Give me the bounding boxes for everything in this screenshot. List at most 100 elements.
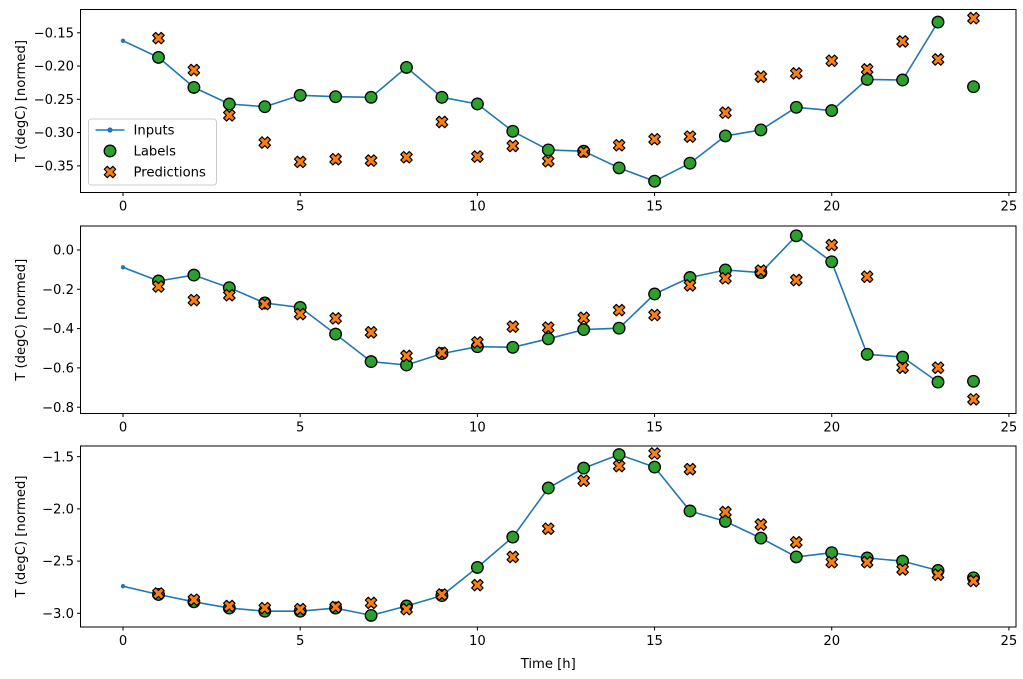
prediction-point-marker	[258, 136, 272, 149]
prediction-point-marker	[541, 154, 555, 168]
y-tick-label: −2.0	[42, 502, 74, 517]
label-point-marker	[896, 350, 910, 364]
x-axis-label: Time [h]	[520, 657, 576, 672]
prediction-point-marker	[471, 578, 484, 592]
x-tick-label: 15	[646, 634, 663, 649]
prediction-point-marker	[967, 574, 980, 588]
y-tick-label: −0.20	[34, 60, 74, 75]
prediction-point-marker	[506, 139, 520, 153]
label-point-marker	[612, 321, 626, 335]
label-point-marker	[754, 123, 768, 137]
y-tick-label: 0.0	[53, 244, 74, 259]
label-point-marker	[329, 90, 343, 104]
prediction-point-marker	[754, 518, 768, 531]
x-tick-label: 5	[296, 200, 304, 215]
inputs-line	[122, 235, 939, 383]
axes-frame	[80, 445, 1017, 628]
axes-frame	[80, 225, 1017, 414]
prediction-point-marker	[152, 587, 165, 600]
prediction-point-marker	[612, 138, 626, 152]
prediction-point-marker	[719, 106, 732, 119]
x-tick-label: 10	[469, 421, 486, 436]
label-point-marker	[612, 448, 626, 462]
prediction-point-marker	[719, 505, 732, 519]
series-labels	[152, 15, 980, 188]
x-tick-label: 15	[646, 200, 663, 215]
inputs-line	[122, 453, 939, 617]
prediction-point-marker	[223, 599, 236, 613]
label-point-marker	[860, 72, 874, 86]
label-point-marker	[931, 15, 945, 29]
label-point-marker	[541, 143, 555, 157]
y-tick-label: −0.2	[42, 283, 74, 298]
prediction-point-marker	[258, 601, 272, 615]
prediction-point-marker	[364, 326, 378, 339]
prediction-point-marker	[258, 297, 272, 311]
label-point-marker	[364, 355, 378, 369]
prediction-point-marker	[471, 150, 484, 163]
label-point-marker	[541, 481, 555, 495]
label-point-marker	[506, 124, 520, 138]
legend-dot-sample	[107, 127, 113, 133]
y-tick-label: −1.5	[42, 450, 74, 465]
label-point-marker	[825, 255, 839, 269]
x-tick-label: 25	[1001, 421, 1018, 436]
label-point-marker	[222, 97, 236, 111]
label-point-marker	[683, 156, 697, 170]
y-tick-label: −0.30	[34, 126, 74, 141]
prediction-point-marker	[187, 63, 201, 77]
prediction-point-marker	[329, 152, 342, 166]
x-tick-label: 10	[469, 200, 486, 215]
prediction-point-marker	[931, 53, 945, 66]
label-point-marker	[506, 530, 520, 544]
prediction-point-marker	[400, 150, 413, 164]
label-point-marker	[931, 375, 945, 389]
label-point-marker	[860, 347, 874, 361]
prediction-point-marker	[931, 568, 945, 581]
y-tick-label: −0.15	[34, 26, 74, 41]
label-point-marker	[683, 504, 697, 518]
prediction-point-marker	[967, 11, 980, 25]
label-point-marker	[754, 531, 768, 545]
prediction-point-marker	[612, 459, 626, 473]
prediction-point-marker	[506, 320, 520, 333]
legend-circle-sample	[103, 144, 117, 158]
inputs-line	[122, 21, 939, 182]
prediction-point-marker	[541, 321, 555, 334]
label-point-marker	[329, 327, 343, 341]
prediction-point-marker	[152, 280, 165, 293]
prediction-point-marker	[364, 154, 378, 167]
axes-frame	[80, 9, 1017, 193]
prediction-point-marker	[896, 35, 909, 48]
label-point-marker	[541, 332, 555, 346]
y-axis-label: T (degC) [normed]	[14, 259, 29, 382]
prediction-point-marker	[187, 293, 201, 307]
prediction-point-marker	[187, 593, 201, 607]
input-point-marker	[120, 38, 126, 43]
prediction-point-marker	[789, 535, 803, 549]
label-point-marker	[470, 560, 484, 574]
prediction-point-marker	[506, 550, 520, 564]
x-tick-label: 20	[823, 200, 840, 215]
subplot-2: 0.0 −0.2 −0.4 −0.6 −0.8 0 5 10 15 20 25 T (degC) [n…	[14, 225, 1018, 436]
prediction-point-marker	[435, 588, 449, 601]
series-inputs	[120, 452, 941, 618]
x-tick-label: 0	[119, 200, 127, 215]
x-tick-label: 20	[823, 421, 840, 436]
prediction-point-marker	[577, 311, 591, 325]
label-point-marker	[187, 268, 201, 282]
prediction-point-marker	[789, 67, 803, 80]
series-inputs	[120, 19, 941, 184]
prediction-point-marker	[825, 238, 839, 252]
y-tick-label: −0.8	[42, 401, 74, 416]
label-point-marker	[896, 73, 910, 87]
x-tick-label: 10	[469, 634, 486, 649]
subplot-1: −0.15 −0.20 −0.25 −0.30 −0.35 0 5 10 15 20 25 T (de…	[14, 9, 1017, 215]
label-point-marker	[258, 100, 272, 114]
series-predictions	[152, 447, 980, 616]
x-tick-label: 0	[119, 634, 127, 649]
prediction-point-marker	[860, 63, 874, 76]
label-point-marker	[825, 104, 839, 118]
x-tick-label: 15	[646, 421, 663, 436]
